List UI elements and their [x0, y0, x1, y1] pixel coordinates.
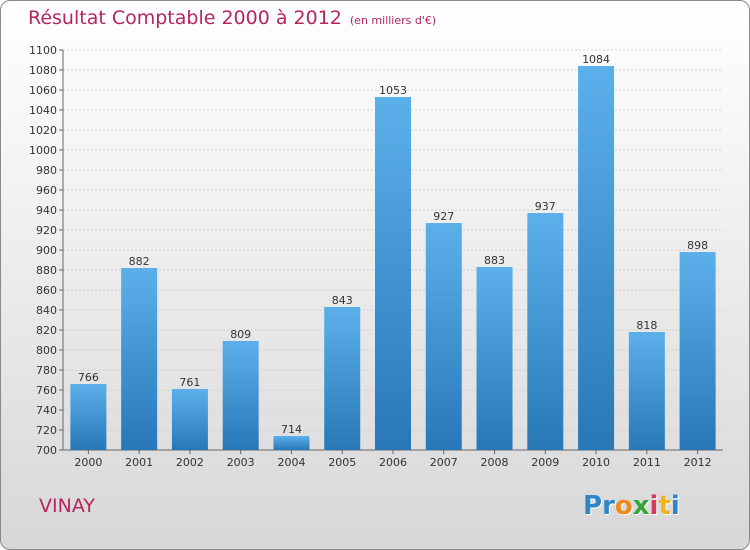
bar-value-label: 766 [78, 371, 99, 384]
bar-value-label: 927 [433, 210, 454, 223]
bar [527, 213, 564, 450]
y-tick-label: 960 [36, 184, 57, 197]
bar-value-label: 882 [129, 255, 150, 268]
y-tick-label: 1060 [29, 84, 57, 97]
bar [679, 252, 716, 450]
x-tick-label: 2012 [684, 456, 712, 469]
y-tick-label: 700 [36, 444, 57, 457]
bar [476, 267, 513, 450]
bar [171, 389, 208, 450]
logo-letter: x [632, 491, 650, 521]
y-tick-label: 1020 [29, 124, 57, 137]
x-tick-label: 2002 [176, 456, 204, 469]
x-tick-label: 2000 [74, 456, 102, 469]
bar [70, 384, 107, 450]
y-tick-label: 980 [36, 164, 57, 177]
y-tick-label: 1000 [29, 144, 57, 157]
bar-value-label: 937 [535, 200, 556, 213]
x-tick-label: 2009 [531, 456, 559, 469]
y-tick-label: 740 [36, 404, 57, 417]
bar [425, 223, 462, 450]
bar-value-label: 761 [179, 376, 200, 389]
y-tick-label: 880 [36, 264, 57, 277]
x-tick-label: 2008 [481, 456, 509, 469]
bar-value-label: 809 [230, 328, 251, 341]
x-tick-label: 2005 [328, 456, 356, 469]
y-tick-label: 940 [36, 204, 57, 217]
logo-letter: r [602, 491, 615, 521]
x-tick-label: 2003 [227, 456, 255, 469]
bar [375, 97, 411, 450]
y-tick-label: 780 [36, 364, 57, 377]
y-tick-label: 820 [36, 324, 57, 337]
bar [273, 436, 310, 450]
y-tick-label: 1080 [29, 64, 57, 77]
logo-letter: t [658, 491, 671, 521]
bar-value-label: 714 [281, 423, 302, 436]
y-tick-label: 900 [36, 244, 57, 257]
y-tick-label: 920 [36, 224, 57, 237]
bar-value-label: 898 [687, 239, 708, 252]
y-tick-label: 1040 [29, 104, 57, 117]
x-tick-label: 2001 [125, 456, 153, 469]
bar [324, 307, 361, 450]
x-tick-label: 2004 [277, 456, 305, 469]
bar-value-label: 843 [332, 294, 353, 307]
bar [121, 268, 158, 450]
logo-letter: o [614, 491, 633, 521]
bar-value-label: 1084 [582, 53, 610, 66]
bar [578, 66, 615, 450]
bar [628, 332, 665, 450]
x-tick-label: 2010 [582, 456, 610, 469]
y-tick-label: 720 [36, 424, 57, 437]
logo-letter: i [649, 491, 659, 521]
y-tick-label: 1100 [29, 44, 57, 57]
x-tick-label: 2006 [379, 456, 407, 469]
bar-value-label: 818 [636, 319, 657, 332]
bar-value-label: 883 [484, 254, 505, 267]
chart-title-unit: (en milliers d'€) [349, 14, 437, 27]
logo-letter: P [583, 491, 603, 521]
y-tick-label: 760 [36, 384, 57, 397]
x-tick-label: 2007 [430, 456, 458, 469]
y-tick-label: 860 [36, 284, 57, 297]
y-tick-label: 840 [36, 304, 57, 317]
logo-letter: i [670, 491, 680, 521]
bar-value-label: 1053 [379, 84, 407, 97]
x-tick-label: 2011 [633, 456, 661, 469]
chart-title: Résultat Comptable 2000 à 2012 (en millie… [28, 7, 436, 29]
proxiti-logo: Proxiti [583, 491, 680, 521]
chart-title-main: Résultat Comptable 2000 à 2012 [28, 7, 342, 29]
city-name: VINAY [39, 495, 95, 517]
y-tick-label: 800 [36, 344, 57, 357]
bar [222, 341, 259, 450]
